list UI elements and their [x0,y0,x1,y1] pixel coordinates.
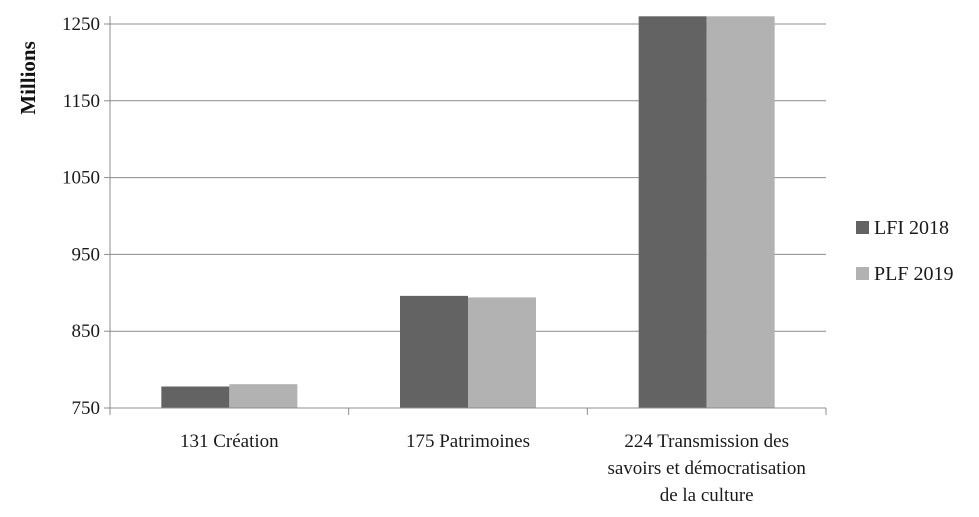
y-tick-label: 1050 [62,168,100,189]
x-category-label: 175 Patrimoines [406,431,530,452]
y-axis-label: Millions [16,41,40,115]
bars [161,16,775,408]
bar [706,16,775,408]
y-tick-label: 1250 [62,14,100,35]
x-category-labels: 131 Création 175 Patrimoines 224 Transmiss… [180,431,806,506]
y-tick-label: 750 [72,398,101,419]
y-tick-label: 850 [72,321,101,342]
y-tick-label: 950 [72,244,101,265]
x-category-label: 131 Création [180,431,279,452]
bar [229,384,298,408]
bar [638,16,707,408]
legend-label: PLF 2019 [874,263,953,285]
legend-swatch [856,267,869,280]
legend-label: LFI 2018 [874,217,949,239]
x-category-label: 224 Transmission des savoirs et démocrati… [607,431,806,506]
legend-swatch [856,221,869,234]
bar [161,386,230,408]
axes [104,16,827,415]
bar [468,297,536,408]
legend: LFI 2018 PLF 2019 [856,217,953,285]
y-tick-label: 1150 [63,91,100,112]
bar [400,295,468,408]
y-tick-labels: 750 850 950 1050 1150 1250 [62,14,100,419]
